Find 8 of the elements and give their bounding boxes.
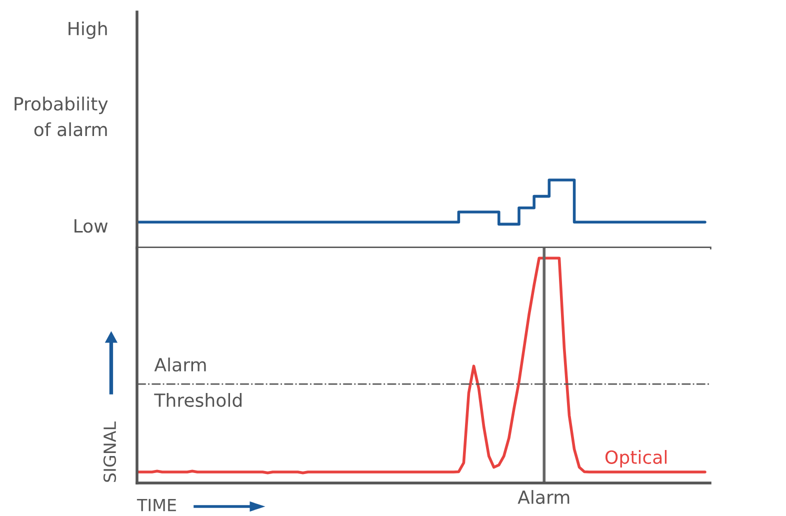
x-axis-title: TIME [136,498,176,512]
text: Alarm [518,490,570,504]
text: High [68,21,107,39]
ref-line-label: Alarm Threshold [154,358,242,408]
y-axis-title: SIGNAL [103,422,116,482]
series-label: Optical [605,450,667,468]
text: Low [74,219,108,233]
y-axis-title: Probability of alarm [14,96,108,136]
